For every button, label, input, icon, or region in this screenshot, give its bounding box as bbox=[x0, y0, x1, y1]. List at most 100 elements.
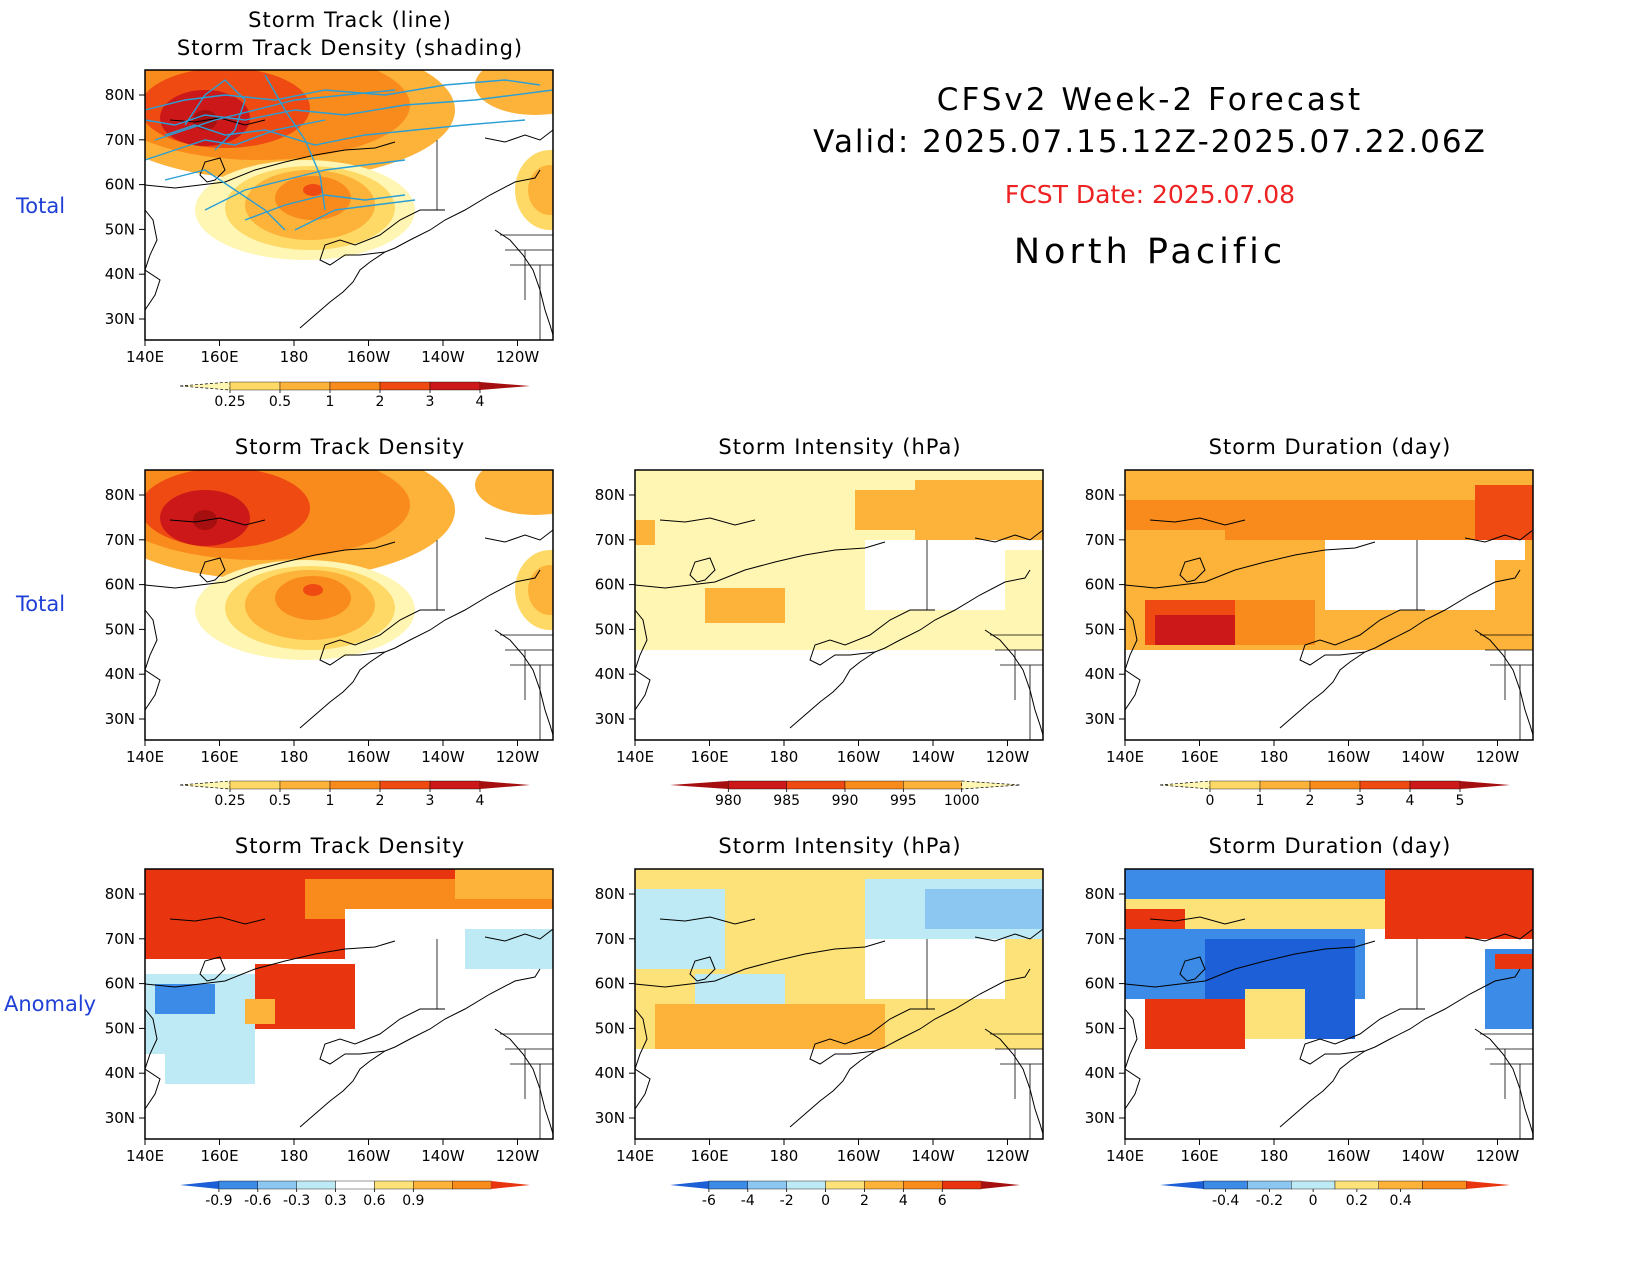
coastline bbox=[1464, 529, 1533, 543]
lat-tick-label: 60N bbox=[595, 975, 625, 993]
lat-tick-label: 80N bbox=[105, 885, 135, 903]
lon-tick-label: 140E bbox=[1106, 1147, 1144, 1165]
lon-tick-label: 140E bbox=[126, 348, 164, 366]
colorbar-label: 980 bbox=[715, 793, 742, 809]
shaded-cell bbox=[165, 1049, 255, 1084]
colorbar-label: 0.5 bbox=[269, 394, 291, 410]
lat-tick-label: 50N bbox=[595, 1019, 625, 1037]
map-storm-track: 140E 160E 180 160W 140W 120W 80N 70N 60N 50N 40N 30… bbox=[105, 69, 554, 366]
map-density-total: 140E 160E 180 160W 140W 120W 80N 70N 60N 50N 40N 30… bbox=[105, 469, 554, 766]
shaded-cell bbox=[1125, 650, 1533, 740]
colorbar-segment bbox=[903, 780, 962, 790]
shaded-region bbox=[303, 184, 323, 196]
lon-tick-label: 140E bbox=[126, 748, 164, 766]
coastline bbox=[1149, 916, 1246, 925]
lat-tick-label: 40N bbox=[595, 1064, 625, 1082]
shaded-cell bbox=[915, 480, 1043, 540]
lon-tick-label: 180 bbox=[1260, 1147, 1289, 1165]
colorbar-segment bbox=[379, 381, 431, 391]
lat-tick-label: 40N bbox=[1085, 1064, 1115, 1082]
map-density-anomaly: 140E 160E 180 160W 140W 120W 80N 70N 60N 50N 40N 30… bbox=[105, 868, 554, 1165]
lon-tick-label: 160E bbox=[200, 348, 238, 366]
storm-track-line bbox=[164, 119, 526, 146]
shaded-cell bbox=[1005, 550, 1043, 650]
coastline bbox=[494, 229, 553, 336]
colorbar-label: 4 bbox=[1406, 793, 1415, 809]
storm-track-line bbox=[145, 89, 553, 126]
lat-tick-label: 40N bbox=[105, 265, 135, 283]
colorbar-label: 0.3 bbox=[324, 1193, 346, 1209]
panel-title-duration-anomaly: Storm Duration (day) bbox=[1208, 834, 1452, 858]
shaded-cell bbox=[635, 1049, 1043, 1139]
coastline bbox=[635, 541, 886, 589]
colorbar-segment bbox=[379, 780, 431, 790]
colorbar-segment bbox=[429, 780, 481, 790]
coastline bbox=[1125, 541, 1376, 589]
colorbar-label: 4 bbox=[476, 793, 485, 809]
shaded-cell bbox=[455, 869, 553, 899]
colorbar-segment bbox=[1378, 1180, 1423, 1190]
lat-tick-label: 30N bbox=[595, 1109, 625, 1127]
colorbar-segment bbox=[1291, 1180, 1336, 1190]
colorbar-duration-total: 0 1 2 3 4 5 bbox=[1159, 780, 1510, 809]
lat-tick-label: 80N bbox=[595, 486, 625, 504]
colorbar-label: 0 bbox=[1206, 793, 1215, 809]
colorbar-label: 1 bbox=[326, 793, 335, 809]
coastline bbox=[1474, 1028, 1533, 1135]
lon-tick-label: 180 bbox=[770, 1147, 799, 1165]
coastline bbox=[169, 916, 266, 925]
shaded-cell bbox=[1495, 560, 1533, 620]
shaded-cell bbox=[635, 650, 1043, 740]
colorbar-label: 3 bbox=[426, 394, 435, 410]
shaded-cell bbox=[655, 1004, 885, 1049]
colorbar-label: -0.4 bbox=[1212, 1193, 1239, 1209]
colorbar-segment bbox=[786, 780, 846, 790]
colorbar-segment bbox=[1203, 1180, 1248, 1190]
shaded-cell bbox=[1125, 1054, 1533, 1139]
colorbar-arrow-right bbox=[981, 1181, 1020, 1189]
shaded-cell bbox=[865, 939, 1005, 999]
lon-tick-label: 180 bbox=[280, 348, 309, 366]
map-frame bbox=[1124, 469, 1534, 741]
map-content bbox=[1125, 470, 1533, 740]
colorbar-label: 3 bbox=[1356, 793, 1365, 809]
colorbar-segment bbox=[229, 381, 281, 391]
colorbar-label: 2 bbox=[1306, 793, 1315, 809]
lon-tick-label: 140W bbox=[1401, 748, 1445, 766]
colorbar-arrow-left bbox=[670, 1181, 709, 1189]
coastline bbox=[809, 968, 1031, 1065]
coastline bbox=[1299, 968, 1521, 1065]
colorbar-label: 2 bbox=[376, 394, 385, 410]
shaded-cell bbox=[1245, 989, 1305, 1039]
shaded-cell bbox=[145, 929, 355, 959]
lat-tick-label: 30N bbox=[595, 710, 625, 728]
lon-tick-label: 160W bbox=[1327, 748, 1371, 766]
coastline bbox=[319, 968, 541, 1065]
lon-tick-label: 160W bbox=[347, 1147, 391, 1165]
shaded-cell bbox=[1145, 999, 1245, 1049]
lat-tick-label: 40N bbox=[595, 665, 625, 683]
coastline bbox=[659, 916, 756, 925]
colorbar-segment bbox=[1309, 780, 1361, 790]
colorbar-label: 995 bbox=[890, 793, 917, 809]
colorbar-arrow-left bbox=[1160, 1181, 1204, 1189]
coastline bbox=[145, 609, 158, 671]
shaded-cell bbox=[245, 999, 275, 1024]
shaded-cell bbox=[1305, 979, 1355, 1039]
coastline bbox=[299, 1050, 386, 1128]
colorbar-segment bbox=[1422, 1180, 1467, 1190]
coastline bbox=[319, 569, 541, 666]
map-frame bbox=[1124, 868, 1534, 1140]
lon-tick-label: 160W bbox=[837, 748, 881, 766]
coastline bbox=[1474, 629, 1533, 736]
colorbar-label: 4 bbox=[476, 394, 485, 410]
shaded-cell bbox=[635, 889, 725, 969]
map-content bbox=[145, 869, 553, 1139]
shaded-cell bbox=[465, 929, 553, 969]
lat-tick-label: 50N bbox=[105, 220, 135, 238]
coastline bbox=[494, 629, 553, 736]
colorbar-label: 6 bbox=[938, 1193, 947, 1209]
lon-tick-label: 140W bbox=[421, 1147, 465, 1165]
map-duration-anomaly: 140E 160E 180 160W 140W 120W 80N 70N 60N 50N 40N 30… bbox=[1085, 868, 1534, 1165]
lat-tick-label: 40N bbox=[1085, 665, 1115, 683]
